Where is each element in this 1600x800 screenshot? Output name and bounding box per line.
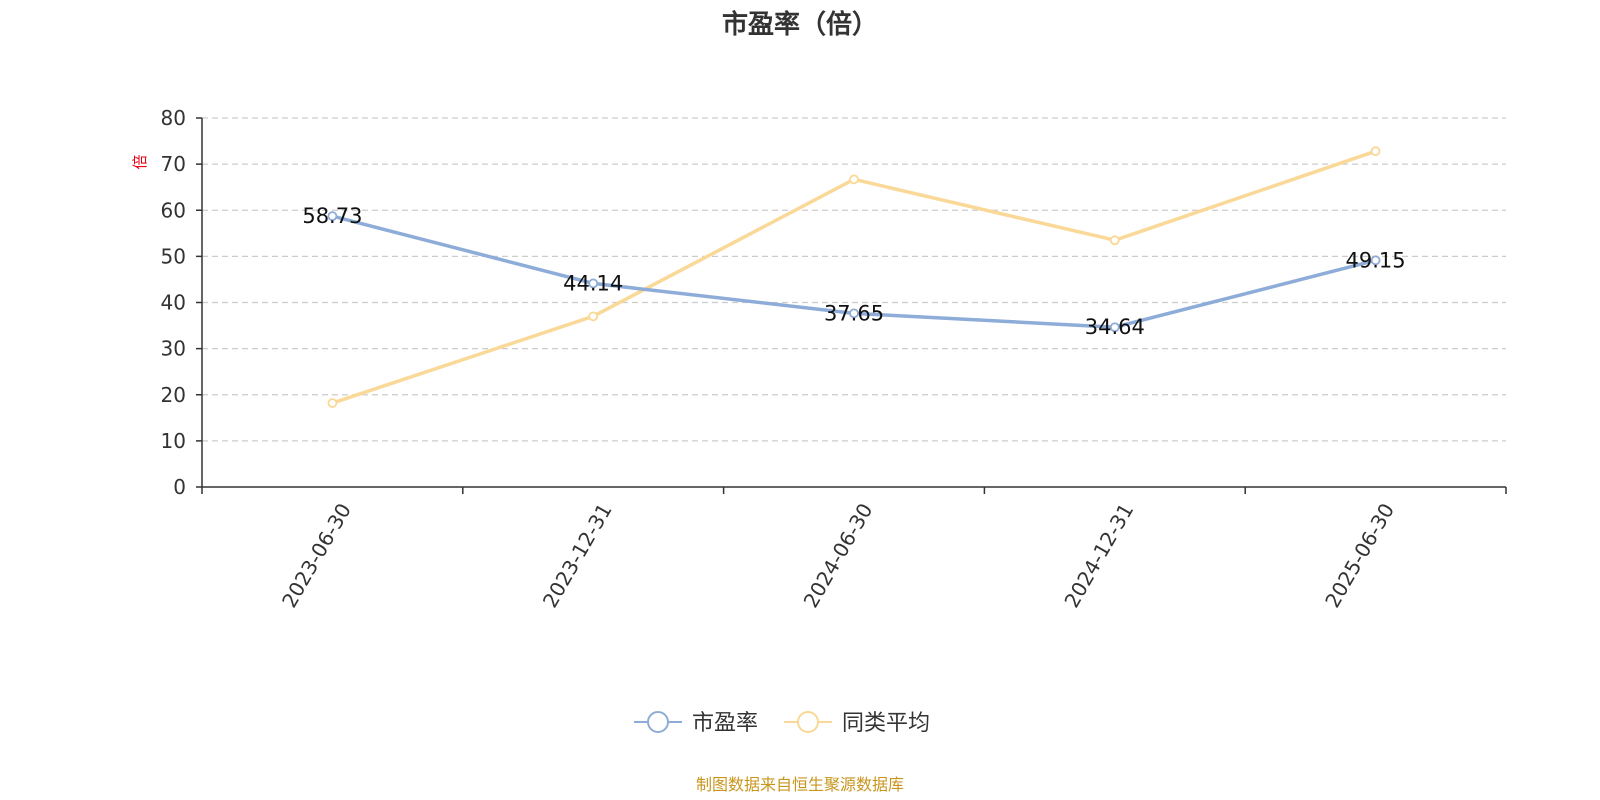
x-tick-label: 2024-12-31 bbox=[1059, 499, 1138, 612]
data-point bbox=[849, 308, 859, 319]
y-axis-label: 倍 bbox=[131, 154, 149, 169]
data-labels: 58.73 44.14 37.65 34.64 49.15 bbox=[302, 204, 1405, 339]
data-label: 44.14 bbox=[563, 271, 623, 295]
data-point bbox=[327, 211, 338, 222]
y-tick-label: 10 bbox=[161, 429, 186, 453]
legend-marker bbox=[647, 711, 669, 733]
data-point bbox=[1109, 322, 1120, 333]
y-tick-label: 30 bbox=[161, 337, 186, 361]
data-point bbox=[1370, 146, 1381, 157]
source-note: 制图数据来自恒生聚源数据库 bbox=[696, 775, 904, 794]
legend-marker bbox=[797, 711, 819, 733]
x-tick-label: 2025-06-30 bbox=[1320, 499, 1399, 612]
grid-lines bbox=[202, 117, 1506, 442]
y-tick-label: 40 bbox=[161, 291, 186, 315]
y-tick-label: 0 bbox=[173, 475, 186, 499]
legend[interactable]: 市盈率 同类平均 bbox=[634, 711, 930, 736]
y-tick-label: 50 bbox=[161, 244, 186, 268]
data-point bbox=[327, 398, 338, 408]
x-tick-label: 2024-06-30 bbox=[799, 499, 878, 612]
x-tick-label: 2023-12-31 bbox=[538, 499, 617, 612]
x-tick-label: 2023-06-30 bbox=[277, 499, 356, 612]
axes: 0 10 20 30 40 50 60 70 80 2023-06-30 2023-12-31 202… bbox=[161, 106, 1507, 612]
y-tick-label: 20 bbox=[161, 383, 186, 407]
y-tick-label: 60 bbox=[161, 198, 186, 222]
data-point bbox=[588, 311, 599, 322]
data-label: 37.65 bbox=[824, 301, 884, 325]
chart-title: 市盈率（倍） bbox=[722, 9, 878, 40]
data-label: 49.15 bbox=[1346, 248, 1406, 272]
data-point bbox=[1109, 235, 1120, 246]
series-group bbox=[327, 146, 1381, 408]
y-tick-label: 80 bbox=[161, 106, 186, 130]
data-point bbox=[588, 278, 599, 289]
legend-label: 同类平均 bbox=[842, 711, 930, 736]
legend-label: 市盈率 bbox=[692, 711, 758, 736]
data-label: 34.64 bbox=[1085, 315, 1145, 339]
data-point bbox=[1370, 255, 1381, 266]
data-point bbox=[849, 174, 859, 185]
series-line bbox=[331, 149, 1377, 405]
data-label: 58.73 bbox=[302, 204, 362, 228]
y-tick-label: 70 bbox=[161, 152, 186, 176]
